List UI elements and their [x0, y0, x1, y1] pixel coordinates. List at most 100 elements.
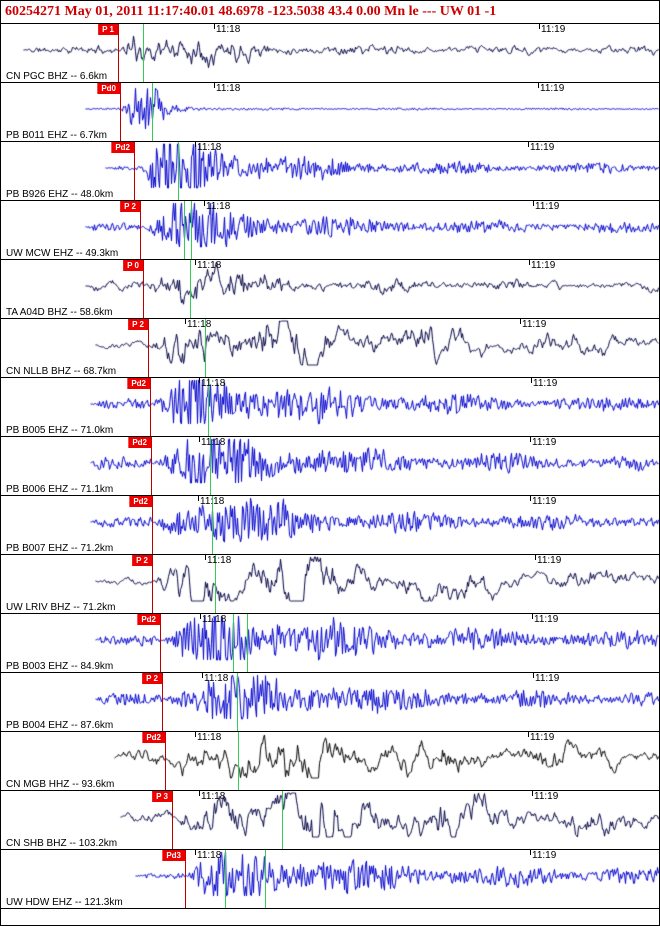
time-tick-mark — [532, 791, 533, 796]
waveform-canvas[interactable] — [1, 378, 659, 436]
trace-panel[interactable]: Pd0 PB B011 EHZ -- 6.7km 11:18 11:19 — [1, 83, 659, 142]
time-tick-label: 11:18 — [201, 437, 226, 448]
p-pick-flag[interactable]: P 2 — [128, 319, 148, 330]
p-pick-line[interactable] — [150, 378, 151, 436]
trace-panel[interactable]: Pd2 PB B003 EHZ -- 84.9km 11:18 11:19 — [1, 614, 659, 673]
p-pick-flag[interactable]: P 2 — [132, 555, 152, 566]
time-tick-label: 11:18 — [197, 732, 222, 743]
station-label: PB B006 EHZ -- 71.1km — [6, 484, 114, 495]
station-label: UW LRIV BHZ -- 71.2km — [6, 602, 116, 613]
p-pick-line[interactable] — [120, 83, 121, 141]
trace-panel[interactable]: P 0 TA A04D BHZ -- 58.6km 11:18 11:19 — [1, 260, 659, 319]
p-pick-flag[interactable]: Pd2 — [137, 614, 160, 625]
p-pick-line[interactable] — [134, 142, 135, 200]
p-pick-line[interactable] — [165, 732, 166, 790]
time-tick-mark — [214, 24, 215, 29]
waveform-canvas[interactable] — [1, 260, 659, 318]
trace-panel[interactable]: P 2 CN NLLB BHZ -- 68.7km 11:18 11:19 — [1, 319, 659, 378]
p-pick-line[interactable] — [162, 673, 163, 731]
p-pick-flag[interactable]: P 2 — [120, 201, 140, 212]
p-pick-line[interactable] — [160, 614, 161, 672]
waveform-canvas[interactable] — [1, 496, 659, 554]
waveform-canvas[interactable] — [1, 673, 659, 731]
p-pick-flag[interactable]: Pd2 — [111, 142, 134, 153]
p-pick-line[interactable] — [152, 496, 153, 554]
s-pick-line[interactable] — [184, 201, 185, 259]
p-pick-line[interactable] — [151, 437, 152, 495]
p-pick-line[interactable] — [172, 791, 173, 849]
waveform-canvas[interactable] — [1, 555, 659, 613]
s-pick-line[interactable] — [212, 496, 213, 554]
p-pick-label: P 2 — [132, 320, 144, 329]
station-label: UW HDW EHZ -- 121.3km — [6, 897, 123, 908]
time-tick-label: 11:19 — [540, 83, 565, 94]
waveform-canvas[interactable] — [1, 319, 659, 377]
station-label: CN PGC BHZ -- 6.6km — [6, 71, 108, 82]
time-tick-mark — [205, 555, 206, 560]
trace-panel[interactable]: P 2 UW MCW EHZ -- 49.3km 11:18 11:19 — [1, 201, 659, 260]
s-pick-line[interactable] — [191, 201, 192, 259]
p-pick-flag[interactable]: P 3 — [152, 791, 172, 802]
s-pick-line[interactable] — [282, 791, 283, 849]
p-pick-flag[interactable]: Pd2 — [142, 732, 165, 743]
p-pick-flag[interactable]: Pd2 — [127, 378, 150, 389]
p-pick-line[interactable] — [148, 319, 149, 377]
p-pick-line[interactable] — [140, 201, 141, 259]
trace-panel[interactable]: Pd2 PB B006 EHZ -- 71.1km 11:18 11:19 — [1, 437, 659, 496]
trace-panel[interactable]: P 3 CN SHB BHZ -- 103.2km 11:18 11:19 — [1, 791, 659, 850]
time-tick-label: 11:18 — [187, 319, 212, 330]
time-tick-label: 11:19 — [534, 791, 559, 802]
trace-panel[interactable]: Pd2 PB B005 EHZ -- 71.0km 11:18 11:19 — [1, 378, 659, 437]
s-pick-line[interactable] — [237, 673, 238, 731]
s-pick-line[interactable] — [233, 614, 234, 672]
time-tick-mark — [200, 614, 201, 619]
trace-panel[interactable]: Pd2 CN MGB HHZ -- 93.6km 11:18 11:19 — [1, 732, 659, 791]
time-tick-label: 11:19 — [532, 496, 557, 507]
s-pick-line[interactable] — [225, 850, 226, 908]
p-pick-flag[interactable]: Pd2 — [128, 437, 151, 448]
p-pick-flag[interactable]: Pd0 — [97, 83, 120, 94]
s-pick-line[interactable] — [247, 614, 248, 672]
p-pick-flag[interactable]: P 1 — [98, 24, 118, 35]
trace-panel[interactable]: P 2 PB B004 EHZ -- 87.6km 11:18 11:19 — [1, 673, 659, 732]
time-tick-label: 11:19 — [541, 24, 566, 35]
s-pick-line[interactable] — [238, 732, 239, 790]
trace-panel[interactable]: P 1 CN PGC BHZ -- 6.6km 11:18 11:19 — [1, 24, 659, 83]
p-pick-line[interactable] — [185, 850, 186, 908]
time-tick-mark — [199, 791, 200, 796]
p-pick-line[interactable] — [118, 24, 119, 82]
s-pick-line[interactable] — [205, 319, 206, 377]
s-pick-line[interactable] — [143, 24, 144, 82]
s-pick-line[interactable] — [178, 142, 179, 200]
s-pick-line[interactable] — [152, 83, 153, 141]
waveform-canvas[interactable] — [1, 614, 659, 672]
p-pick-flag[interactable]: Pd2 — [129, 496, 152, 507]
s-pick-line[interactable] — [265, 850, 266, 908]
p-pick-line[interactable] — [152, 555, 153, 613]
waveform-canvas[interactable] — [1, 850, 659, 908]
s-pick-line[interactable] — [215, 555, 216, 613]
trace-panel[interactable]: Pd2 PB B926 EHZ -- 48.0km 11:18 11:19 — [1, 142, 659, 201]
time-tick-mark — [199, 437, 200, 442]
s-pick-line[interactable] — [208, 378, 209, 436]
time-tick-mark — [195, 850, 196, 855]
s-pick-line[interactable] — [190, 260, 191, 318]
waveform-canvas[interactable] — [1, 437, 659, 495]
waveform-canvas[interactable] — [1, 201, 659, 259]
p-pick-label: P 2 — [146, 674, 158, 683]
p-pick-flag[interactable]: P 2 — [142, 673, 162, 684]
s-pick-line[interactable] — [210, 437, 211, 495]
trace-panel[interactable]: Pd3 UW HDW EHZ -- 121.3km 11:18 11:19 — [1, 850, 659, 909]
trace-panel[interactable]: Pd2 PB B007 EHZ -- 71.2km 11:18 11:19 — [1, 496, 659, 555]
time-tick-mark — [202, 673, 203, 678]
waveform-canvas[interactable] — [1, 142, 659, 200]
waveform-canvas[interactable] — [1, 732, 659, 790]
waveform-canvas[interactable] — [1, 791, 659, 849]
trace-panel[interactable]: P 2 UW LRIV BHZ -- 71.2km 11:18 11:19 — [1, 555, 659, 614]
p-pick-line[interactable] — [143, 260, 144, 318]
p-pick-flag[interactable]: P 0 — [123, 260, 143, 271]
time-tick-label: 11:19 — [535, 673, 560, 684]
p-pick-flag[interactable]: Pd3 — [162, 850, 185, 861]
station-label: PB B004 EHZ -- 87.6km — [6, 720, 114, 731]
